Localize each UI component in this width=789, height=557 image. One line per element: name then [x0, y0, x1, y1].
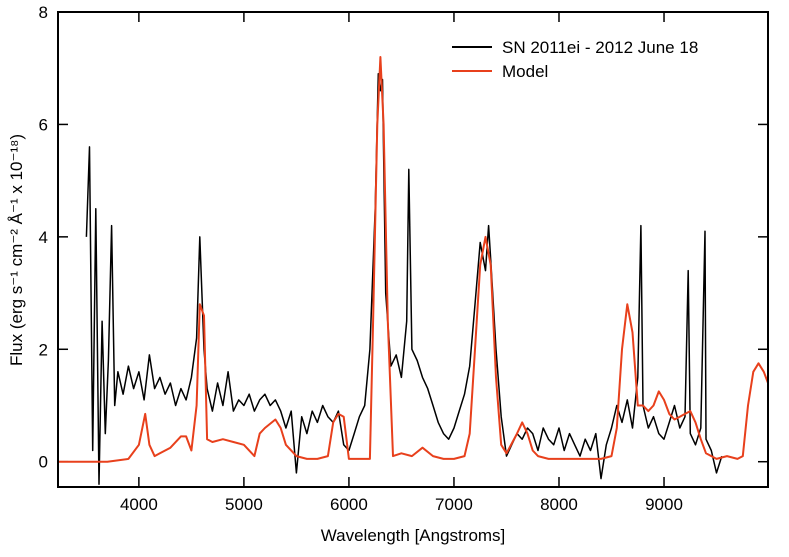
y-tick-label: 6	[39, 115, 48, 134]
legend-label: Model	[502, 62, 548, 81]
x-tick-label: 8000	[540, 495, 578, 514]
x-tick-label: 7000	[435, 495, 473, 514]
x-tick-label: 9000	[645, 495, 683, 514]
x-tick-label: 5000	[225, 495, 263, 514]
plot-frame	[57, 11, 769, 488]
y-tick-label: 8	[39, 3, 48, 22]
series-line	[85, 73, 723, 485]
y-tick-label: 0	[39, 453, 48, 472]
legend-label: SN 2011ei - 2012 June 18	[502, 38, 698, 57]
x-axis-label: Wavelength [Angstroms]	[321, 526, 506, 545]
y-axis-label: Flux (erg s⁻¹ cm⁻² Å⁻¹ x 10⁻¹⁸)	[7, 134, 26, 366]
x-tick-label: 6000	[330, 495, 368, 514]
series-line	[58, 56, 768, 463]
y-tick-label: 4	[39, 228, 48, 247]
x-tick-label: 4000	[120, 495, 158, 514]
y-tick-label: 2	[39, 340, 48, 359]
